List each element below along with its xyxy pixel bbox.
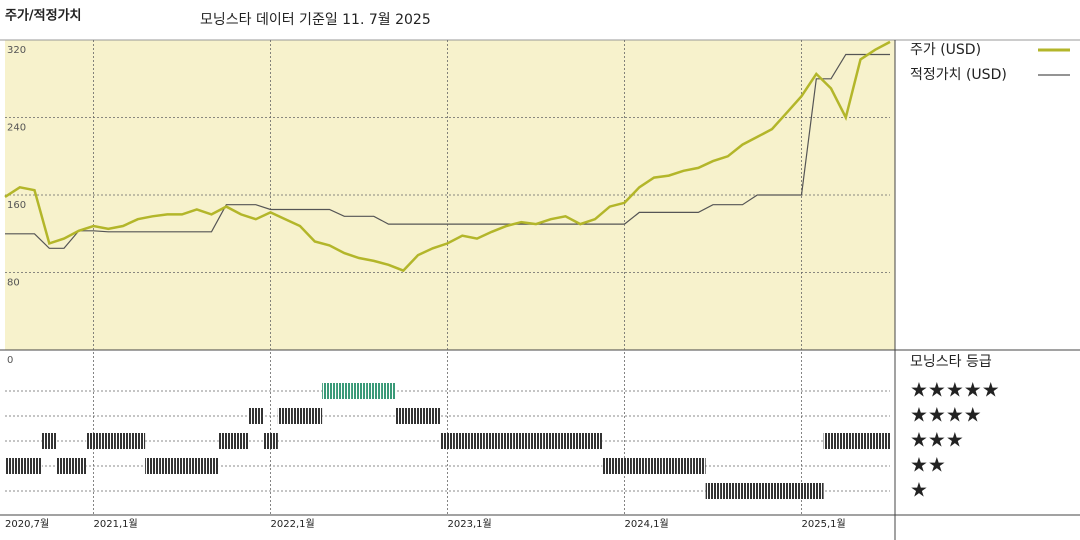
x-tick-label: 2022,1월 (271, 518, 315, 530)
x-tick-label: 2024,1월 (625, 518, 669, 530)
rating-bar (41, 433, 57, 449)
rating-bar (543, 433, 559, 449)
rating-bar (27, 458, 42, 474)
series-line (5, 53, 890, 249)
rating-bar (676, 458, 691, 474)
rating-label: ★★ (910, 453, 946, 477)
rating-bar (867, 433, 883, 449)
rating-bar (218, 433, 234, 449)
rating-bar (204, 458, 219, 474)
rating-bar (159, 458, 175, 474)
rating-bar (12, 458, 28, 474)
rating-bar (395, 408, 411, 424)
rating-bar (705, 483, 721, 499)
rating-bar (174, 458, 190, 474)
y-tick-label: 0 (7, 355, 13, 366)
rating-bar (263, 433, 278, 449)
rating-bar (440, 433, 455, 449)
rating-bar (233, 433, 249, 449)
rating-bar (71, 458, 87, 474)
rating-bar (690, 458, 706, 474)
rating-bar (248, 408, 264, 424)
rating-bar (469, 433, 485, 449)
rating-bar (646, 458, 662, 474)
x-tick-label: 2020,7월 (5, 518, 49, 530)
chart-title: 주가/적정가치 (5, 8, 82, 24)
rating-bar (189, 458, 205, 474)
legend-label: 적정가치 (USD) (910, 67, 1007, 83)
rating-bar (808, 483, 824, 499)
rating-bar (558, 433, 573, 449)
rating-bar (617, 458, 632, 474)
chart-subtitle: 모닝스타 데이터 기준일 11. 7월 2025 (200, 12, 431, 28)
rating-bar (366, 383, 382, 399)
rating-bar (410, 408, 426, 424)
rating-bar (5, 458, 13, 474)
rating-bar (749, 483, 765, 499)
series-line (4, 40, 891, 273)
rating-bar (86, 433, 101, 449)
rating-bar (513, 433, 529, 449)
rating-bar (454, 433, 470, 449)
y-tick-label: 240 (7, 123, 26, 134)
rating-label: ★★★ (910, 428, 964, 452)
y-tick-label: 160 (7, 200, 26, 211)
rating-bar (838, 433, 854, 449)
rating-bar (336, 383, 352, 399)
rating-label: ★★★★★ (910, 378, 1000, 402)
rating-bar (587, 433, 603, 449)
rating-bar (307, 408, 323, 424)
x-tick-label: 2025,1월 (802, 518, 846, 530)
rating-bar (100, 433, 116, 449)
x-tick-label: 2023,1월 (448, 518, 492, 530)
rating-bar (661, 458, 677, 474)
x-tick-label: 2021,1월 (94, 518, 138, 530)
rating-bar (631, 458, 647, 474)
rating-bar (779, 483, 795, 499)
rating-bar (499, 433, 514, 449)
rating-bar (853, 433, 868, 449)
rating-bar (572, 433, 588, 449)
y-tick-label: 80 (7, 278, 20, 289)
rating-label: ★ (910, 478, 928, 502)
rating-bar (381, 383, 396, 399)
rating-bar (277, 408, 293, 424)
rating-bar (484, 433, 500, 449)
rating-bar (130, 433, 146, 449)
rating-bar (528, 433, 544, 449)
ratings-title: 모닝스타 등급 (910, 354, 992, 370)
rating-bar (882, 433, 890, 449)
rating-bar (56, 458, 72, 474)
rating-bar (322, 383, 337, 399)
rating-bar (115, 433, 131, 449)
rating-bar (351, 383, 367, 399)
rating-bar (292, 408, 308, 424)
legend-label: 주가 (USD) (910, 42, 981, 58)
rating-bar (145, 458, 160, 474)
rating-label: ★★★★ (910, 403, 982, 427)
y-tick-label: 320 (7, 45, 26, 56)
rating-bar (735, 483, 750, 499)
rating-bar (823, 433, 839, 449)
rating-bar (764, 483, 780, 499)
rating-bar (794, 483, 809, 499)
rating-bar (425, 408, 441, 424)
rating-bar (720, 483, 736, 499)
rating-bar (602, 458, 618, 474)
